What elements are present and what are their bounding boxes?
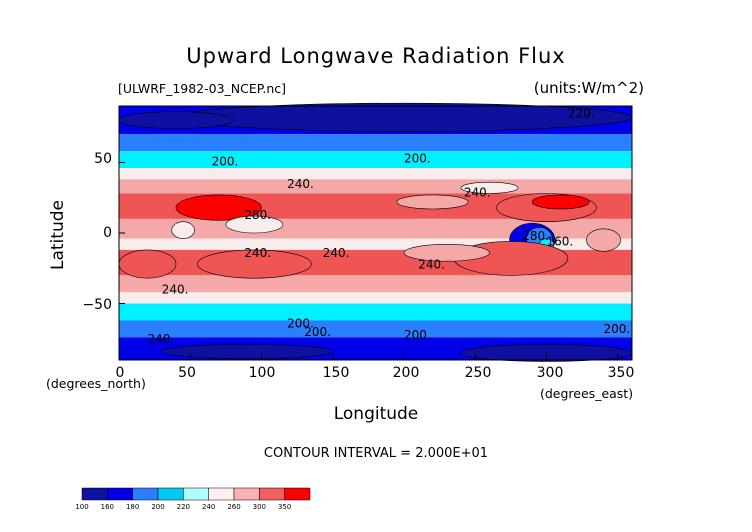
x-tick-250: 250 <box>464 365 492 381</box>
contour-label-2: 240. <box>287 177 314 191</box>
x-tick-350: 350 <box>607 365 635 381</box>
lat-band-7 <box>119 238 632 250</box>
x-tick-150: 150 <box>322 365 350 381</box>
contour-label-16: 220. <box>568 106 595 120</box>
contour-feature-1 <box>118 111 234 129</box>
lat-band-9 <box>119 275 632 293</box>
contour-label-11: 200. <box>404 328 431 342</box>
contour-label-10: 200. <box>287 317 314 331</box>
colorbar-label-2: 180 <box>125 503 140 511</box>
colorbar-swatch-5 <box>208 487 235 501</box>
colorbar-label-7: 300 <box>252 503 267 511</box>
lat-band-1 <box>119 134 632 152</box>
colorbar-swatch-1 <box>107 487 133 501</box>
contour-label-7: 240. <box>418 257 445 271</box>
contour-label-6: 240. <box>323 246 350 260</box>
contour-label-1: 200. <box>404 151 431 165</box>
x-unit-north: (degrees_north) <box>46 376 146 391</box>
file-label: [ULWRF_1982-03_NCEP.nc] <box>118 81 287 96</box>
contour-feature-13 <box>118 249 177 279</box>
colorbar-swatch-6 <box>233 487 260 501</box>
contour-label-4: 280. <box>244 208 271 222</box>
contour-label-15: 200. <box>304 325 331 339</box>
lat-band-2 <box>119 151 632 169</box>
colorbar-swatch-0 <box>81 487 108 501</box>
contour-label-9: 240. <box>162 283 189 297</box>
contour-labels: 200. 200.240.240.280.240. 240.240.280.240.… <box>148 106 631 346</box>
x-axis-label: Longitude <box>333 404 419 424</box>
x-tick-200: 200 <box>392 365 420 381</box>
y-axis-label: Latitude <box>48 200 68 270</box>
colorbar-label-6: 260 <box>227 503 241 511</box>
contour-label-8: 280. <box>522 229 549 243</box>
contour-label-5: 240. <box>244 246 271 260</box>
lat-band-4 <box>119 179 632 194</box>
contour-feature-17 <box>460 181 519 194</box>
colorbar-swatch-8 <box>284 487 311 501</box>
x-tick-50: 50 <box>178 365 196 381</box>
lat-band-12 <box>119 320 632 338</box>
contour-label-13: 200. <box>604 322 631 336</box>
contour-feature-4 <box>175 194 262 221</box>
colorbar-swatch-7 <box>259 487 285 501</box>
x-unit-east: (degrees_east) <box>540 386 634 401</box>
y-tick-0: 0 <box>103 225 112 241</box>
x-tick-0: 0 <box>115 365 125 381</box>
contour-feature-15 <box>171 221 195 239</box>
contour-bands <box>118 102 633 362</box>
contour-feature-14 <box>225 215 284 234</box>
contour-feature-12 <box>403 243 490 262</box>
contour-interval-note: CONTOUR INTERVAL = 2.000E+01 <box>263 446 489 461</box>
colorbar-label-3: 200 <box>151 503 165 511</box>
contour-feature-10 <box>197 249 312 279</box>
chart-title: Upward Longwave Radiation Flux <box>186 44 566 68</box>
contour-label-12: 240. <box>148 332 175 346</box>
colorbar-label-4: 220 <box>176 503 191 511</box>
contour-feature-3 <box>161 344 334 359</box>
contour-feature-16 <box>396 194 469 210</box>
contour-label-0: 200. <box>212 154 239 168</box>
colorbar-swatch-3 <box>157 487 184 501</box>
lat-band-11 <box>119 303 632 321</box>
colorbar-label-8: 350 <box>277 503 292 511</box>
contour-label-14: 160. <box>547 235 574 249</box>
lat-band-10 <box>119 292 632 304</box>
colorbar-label-1: 160 <box>100 503 115 511</box>
contour-feature-6 <box>531 194 590 210</box>
colorbar-swatch-2 <box>132 487 159 501</box>
contour-feature-0 <box>175 102 633 132</box>
contour-feature-18 <box>586 228 621 252</box>
colorbar <box>81 487 311 501</box>
x-tick-100: 100 <box>248 365 276 381</box>
y-tick-50: 50 <box>94 151 112 167</box>
contour-label-3: 240. <box>464 185 491 199</box>
colorbar-label-5: 240 <box>201 503 216 511</box>
y-tick-minus50: −50 <box>82 297 112 313</box>
units-label: (units:W/m^2) <box>533 79 644 97</box>
colorbar-label-0: 100 <box>75 503 89 511</box>
x-tick-300: 300 <box>536 365 564 381</box>
colorbar-swatch-4 <box>183 487 209 501</box>
plot-axes <box>118 105 633 361</box>
lat-band-3 <box>119 168 632 180</box>
